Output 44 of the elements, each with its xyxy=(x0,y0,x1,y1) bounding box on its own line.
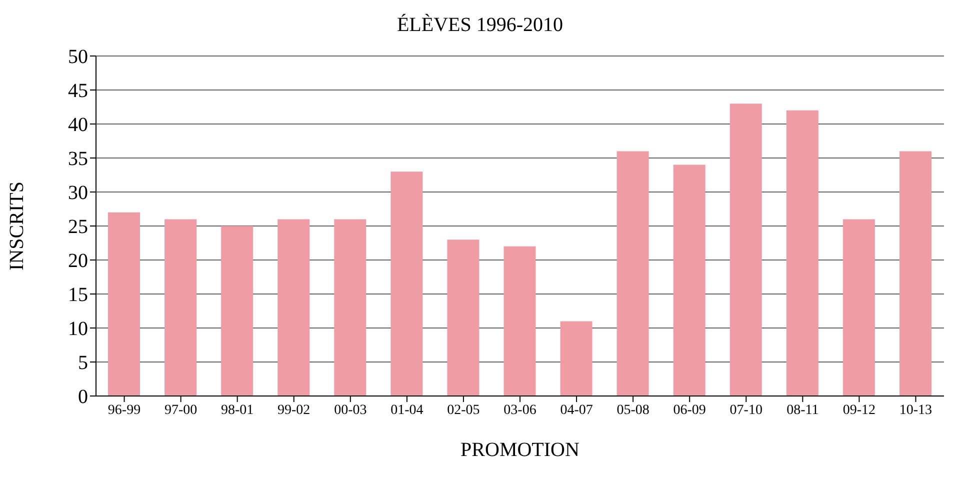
bar xyxy=(616,151,649,396)
y-tick-label: 35 xyxy=(68,148,88,170)
x-tick-label: 07-10 xyxy=(730,402,762,418)
x-tick-label: 06-09 xyxy=(673,402,706,418)
y-tick-label: 25 xyxy=(68,216,88,238)
chart-title: ÉLÈVES 1996-2010 xyxy=(396,14,564,38)
bar xyxy=(390,172,423,396)
x-tick-label: 99-02 xyxy=(278,402,310,418)
y-tick-label: 0 xyxy=(78,386,88,408)
y-tick-label: 15 xyxy=(68,284,88,306)
x-tick-label: 01-04 xyxy=(390,402,424,418)
x-tick-label: 98-01 xyxy=(220,402,254,418)
bar xyxy=(447,240,480,396)
y-tick-label: 10 xyxy=(68,318,88,340)
y-tick-label: 50 xyxy=(68,46,88,68)
x-tick-label: 96-99 xyxy=(108,402,141,418)
y-tick-label: 40 xyxy=(68,114,88,136)
y-axis-title: INSCRITS xyxy=(6,182,28,270)
x-tick-label: 09-12 xyxy=(842,402,876,418)
bar xyxy=(334,219,366,396)
x-tick-label: 02-05 xyxy=(447,402,480,418)
x-tick-label: 10-13 xyxy=(899,402,932,418)
bar xyxy=(730,104,762,396)
x-tick-label: 97-00 xyxy=(164,402,198,418)
x-tick-label: 04-07 xyxy=(560,402,593,418)
x-tick-label: 05-08 xyxy=(616,402,650,418)
bar xyxy=(221,226,254,396)
x-tick-label: 00-03 xyxy=(334,402,367,418)
bar xyxy=(673,164,706,396)
y-tick-label: 20 xyxy=(68,250,88,272)
bar xyxy=(899,151,932,396)
y-tick-label: 5 xyxy=(78,352,88,374)
x-axis-title: PROMOTION xyxy=(460,439,580,462)
bar xyxy=(108,212,140,396)
y-tick-label: 45 xyxy=(68,80,88,102)
y-tick-label: 30 xyxy=(68,182,88,204)
bar xyxy=(278,219,310,396)
x-tick-label: 08-11 xyxy=(786,402,819,418)
bar xyxy=(842,219,875,396)
bar xyxy=(560,321,592,396)
bar xyxy=(504,246,536,396)
bar xyxy=(786,110,818,396)
bar xyxy=(164,219,197,396)
x-tick-label: 03-06 xyxy=(504,402,536,418)
